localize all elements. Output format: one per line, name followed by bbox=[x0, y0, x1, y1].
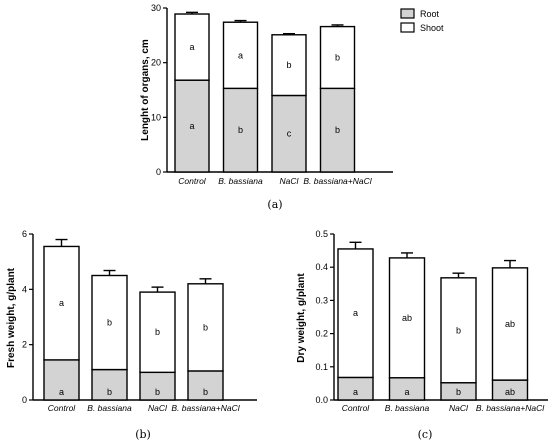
y-tick-label: 0.2 bbox=[315, 329, 328, 339]
bar-shoot bbox=[319, 25, 356, 90]
y-tick-label: 30 bbox=[151, 3, 161, 13]
y-axis-title: Lenght of organs, cm bbox=[140, 39, 151, 141]
y-tick-label: 10 bbox=[151, 112, 161, 122]
bar-shoot bbox=[174, 13, 210, 81]
y-tick-label: 0.3 bbox=[315, 295, 328, 305]
significance-letter: b bbox=[335, 125, 340, 135]
bar-root bbox=[319, 87, 356, 173]
panel-label: (a) bbox=[267, 198, 282, 211]
significance-letter: a bbox=[59, 298, 64, 308]
y-tick-label: 0.4 bbox=[315, 262, 328, 272]
significance-letter: a bbox=[404, 387, 409, 397]
legend-label-shoot: Shoot bbox=[420, 23, 444, 33]
significance-letter: ab bbox=[505, 319, 515, 329]
bar-root bbox=[222, 87, 259, 173]
significance-letter: b bbox=[203, 387, 208, 397]
x-tick-label: NaCl bbox=[449, 403, 469, 413]
y-tick-label: 0.0 bbox=[315, 395, 328, 405]
x-tick-label: NaCl bbox=[148, 403, 168, 413]
significance-letter: a bbox=[189, 42, 194, 52]
significance-letter: ab bbox=[402, 313, 412, 323]
significance-letter: b bbox=[155, 327, 160, 337]
y-tick-label: 0 bbox=[22, 395, 27, 405]
legend-swatch-root bbox=[400, 8, 415, 19]
bar-root bbox=[43, 359, 80, 401]
x-tick-label: Control bbox=[342, 403, 371, 413]
x-tick-label: B. bassiana+NaCl bbox=[476, 403, 545, 413]
y-axis-title: Dry weight, g/plant bbox=[296, 273, 307, 363]
significance-letter: a bbox=[59, 387, 64, 397]
x-tick-label: B. bassiana bbox=[87, 403, 132, 413]
y-tick-label: 0.1 bbox=[315, 362, 328, 372]
significance-letter: c bbox=[287, 129, 292, 139]
significance-letter: b bbox=[456, 325, 461, 335]
significance-letter: b bbox=[155, 387, 160, 397]
significance-letter: a bbox=[353, 308, 358, 318]
y-tick-label: 4 bbox=[22, 284, 27, 294]
x-tick-label: Control bbox=[48, 403, 77, 413]
y-axis-title: Fresh weight, g/plant bbox=[6, 267, 17, 368]
x-tick-label: NaCl bbox=[280, 176, 300, 186]
significance-letter: b bbox=[107, 387, 112, 397]
y-tick-label: 0.5 bbox=[315, 229, 328, 239]
significance-letter: b bbox=[456, 387, 461, 397]
legend-swatch-shoot bbox=[400, 22, 415, 33]
chart-panel-2: 0 2 4 6 Fresh weight, g/plant a a Control b b B. b… bbox=[6, 229, 257, 441]
x-tick-label: B. bassiana bbox=[385, 403, 430, 413]
significance-letter: b bbox=[286, 60, 291, 70]
legend: Root Shoot bbox=[400, 8, 444, 33]
x-tick-label: B. bassiana+NaCl bbox=[171, 403, 240, 413]
significance-letter: b bbox=[335, 52, 340, 62]
bar-root bbox=[271, 94, 307, 173]
significance-letter: a bbox=[353, 387, 358, 397]
chart-panel-1: 0 10 20 30 Lenght of organs, cm a a Control b a B.… bbox=[140, 3, 444, 211]
significance-letter: a bbox=[238, 50, 243, 60]
bar-shoot bbox=[91, 274, 128, 371]
bar-shoot bbox=[491, 267, 529, 381]
y-tick-label: 0 bbox=[156, 167, 161, 177]
significance-letter: b bbox=[107, 318, 112, 328]
bar-shoot bbox=[43, 245, 80, 361]
bar-shoot bbox=[440, 277, 477, 384]
y-tick-label: 20 bbox=[151, 58, 161, 68]
significance-letter: ab bbox=[505, 387, 515, 397]
y-tick-label: 2 bbox=[22, 340, 27, 350]
bar-shoot bbox=[388, 257, 426, 379]
significance-letter: b bbox=[238, 125, 243, 135]
x-tick-label: B. bassiana bbox=[218, 176, 263, 186]
y-tick-label: 6 bbox=[22, 229, 27, 239]
significance-letter: b bbox=[203, 322, 208, 332]
x-tick-label: B. bassiana+NaCl bbox=[303, 176, 372, 186]
panel-label: (c) bbox=[418, 428, 433, 441]
bar-shoot bbox=[337, 248, 374, 379]
panel-label: (b) bbox=[135, 428, 151, 441]
legend-label-root: Root bbox=[420, 9, 440, 19]
x-tick-label: Control bbox=[178, 176, 207, 186]
bar-shoot bbox=[271, 34, 307, 97]
significance-letter: a bbox=[189, 121, 194, 131]
